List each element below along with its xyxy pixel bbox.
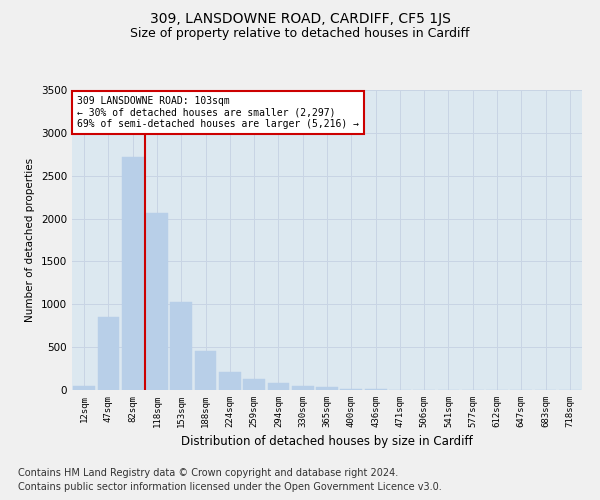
Text: Contains public sector information licensed under the Open Government Licence v3: Contains public sector information licen… bbox=[18, 482, 442, 492]
Bar bbox=[73, 386, 95, 390]
Bar bbox=[243, 379, 265, 390]
Bar bbox=[170, 302, 192, 390]
Y-axis label: Number of detached properties: Number of detached properties bbox=[25, 158, 35, 322]
Bar bbox=[194, 352, 217, 390]
Text: 309 LANSDOWNE ROAD: 103sqm
← 30% of detached houses are smaller (2,297)
69% of s: 309 LANSDOWNE ROAD: 103sqm ← 30% of deta… bbox=[77, 96, 359, 129]
Bar bbox=[316, 388, 338, 390]
Bar bbox=[146, 214, 168, 390]
Bar bbox=[97, 317, 119, 390]
Text: Size of property relative to detached houses in Cardiff: Size of property relative to detached ho… bbox=[130, 28, 470, 40]
Bar bbox=[268, 383, 289, 390]
Bar bbox=[340, 388, 362, 390]
Bar bbox=[292, 386, 314, 390]
Text: 309, LANSDOWNE ROAD, CARDIFF, CF5 1JS: 309, LANSDOWNE ROAD, CARDIFF, CF5 1JS bbox=[149, 12, 451, 26]
Bar bbox=[122, 157, 143, 390]
Bar bbox=[219, 372, 241, 390]
X-axis label: Distribution of detached houses by size in Cardiff: Distribution of detached houses by size … bbox=[181, 436, 473, 448]
Text: Contains HM Land Registry data © Crown copyright and database right 2024.: Contains HM Land Registry data © Crown c… bbox=[18, 468, 398, 477]
